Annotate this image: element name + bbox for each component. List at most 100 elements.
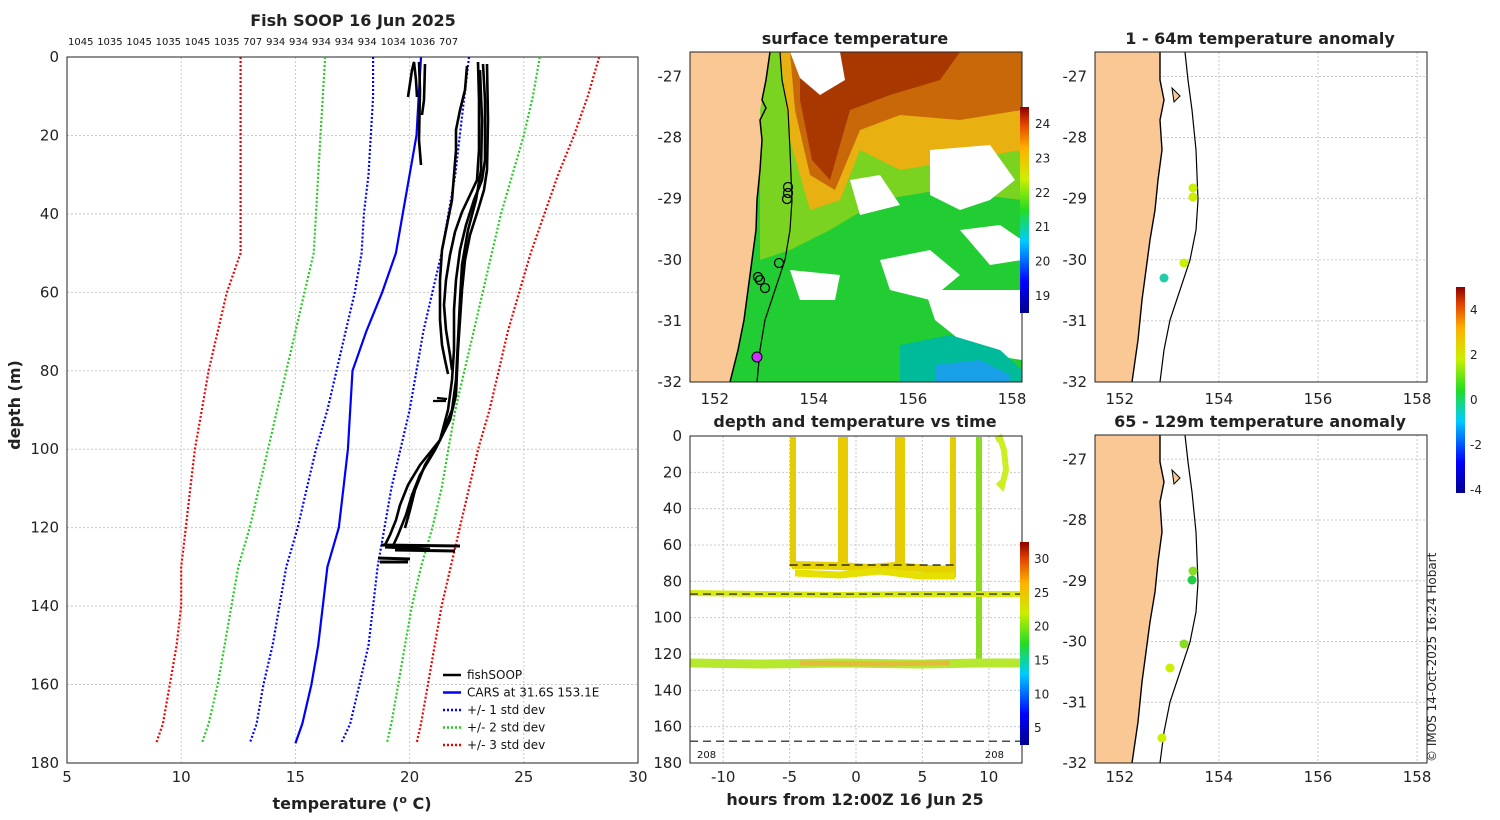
- profile-y-tick-label: 60: [40, 283, 59, 301]
- dt-x-tick-label: 5: [918, 768, 928, 786]
- dt-descent-trace: [838, 437, 848, 567]
- profile-ticks: 5 10 15 20 25 30 0 20 40 60 80 100 120 140 160 180: [30, 48, 647, 786]
- map-lon-tick-label: 156: [1304, 768, 1333, 786]
- anomaly-colorbar-ticks: 4 2 0 -2 -4: [1470, 303, 1482, 497]
- anomaly-upper-panel: 1 - 64m temperature anomaly 152 154 156 158…: [1063, 29, 1432, 408]
- map-lon-tick-label: 152: [700, 390, 729, 408]
- dt-descent-trace: [976, 437, 982, 662]
- anomaly-colorbar-tick-label: 2: [1470, 348, 1478, 362]
- colorbar-tick-label: 22: [1035, 186, 1050, 200]
- sst-shelf-line: [756, 52, 793, 382]
- sst-map: [690, 52, 1022, 382]
- sst-current-position-marker: [751, 351, 763, 363]
- sst-track-point: [752, 271, 764, 283]
- profile-top-label: 1036: [410, 37, 435, 48]
- map-lat-tick-label: -31: [1063, 693, 1088, 711]
- map-lon-tick-label: 152: [1105, 768, 1134, 786]
- dt-x-tick-label: -10: [711, 768, 736, 786]
- fishsoop-profiles: [377, 61, 490, 564]
- sst-colorbar-ticks: 19 20 21 22 23 24: [1035, 117, 1050, 303]
- sst-title: surface temperature: [762, 29, 949, 48]
- legend-label: +/- 2 std dev: [467, 721, 545, 735]
- profile-x-tick-label: 5: [62, 768, 72, 786]
- profile-x-tick-label: 10: [172, 768, 191, 786]
- map-lat-tick-label: -31: [1063, 312, 1088, 330]
- profile-top-label: 1035: [97, 37, 122, 48]
- colorbar-tick-label: 19: [1035, 289, 1050, 303]
- map-lat-tick-label: -32: [1063, 754, 1088, 772]
- anomaly-colorbar-tick-label: 0: [1470, 393, 1478, 407]
- profile-panel: Fish SOOP 16 Jun 2025 1045 1035 1045 1035 10…: [5, 11, 648, 813]
- dt-corner-label-left: 208: [697, 750, 716, 761]
- map-lon-tick-label: 158: [1403, 768, 1432, 786]
- profile-top-label: 934: [289, 37, 308, 48]
- map-lat-tick-label: -28: [1063, 511, 1088, 529]
- anomaly-lower-point: [1157, 733, 1167, 743]
- map-lon-tick-label: 158: [1403, 390, 1432, 408]
- anomaly-lower-point: [1179, 639, 1189, 649]
- map-lon-tick-label: 154: [800, 390, 829, 408]
- profile-y-tick-label: 180: [30, 754, 59, 772]
- depth-time-title: depth and temperature vs time: [713, 412, 996, 431]
- fishsoop-profile-2: [438, 65, 469, 375]
- anomaly-upper-point: [1179, 258, 1189, 268]
- std-dev-3-lo-line: [155, 57, 242, 744]
- anomaly-lower-title: 65 - 129m temperature anomaly: [1114, 412, 1406, 431]
- depth-time-panel: depth and temperature vs time 208 208 -1…: [653, 412, 1049, 809]
- profile-y-tick-label: 20: [40, 126, 59, 144]
- fishsoop-shallow-segment: [433, 396, 448, 403]
- profile-top-label: 934: [358, 37, 377, 48]
- anomaly-lower-land: [1095, 435, 1164, 763]
- sst-track-point: [754, 274, 766, 286]
- anomaly-upper-shelf-line: [1159, 52, 1199, 382]
- profile-top-label: 1034: [381, 37, 406, 48]
- dt-descent-trace: [790, 437, 796, 567]
- colorbar-tick-label: 23: [1035, 152, 1050, 166]
- copyright-footer: © IMOS 14-Oct-2025 16:24 Hobart: [1425, 552, 1439, 762]
- profile-top-label: 934: [335, 37, 354, 48]
- map-lon-tick-label: 154: [1205, 768, 1234, 786]
- depth-time-grid: [690, 436, 1022, 763]
- colorbar-tick-label: 25: [1034, 586, 1049, 600]
- sst-hot-core: [800, 52, 960, 180]
- profile-grid: [67, 57, 638, 763]
- dt-y-tick-label: 80: [663, 572, 682, 590]
- fishsoop-profile-4: [383, 63, 487, 546]
- colorbar-tick-label: 10: [1034, 687, 1049, 701]
- dt-y-tick-label: 0: [672, 427, 682, 445]
- profile-top-label: 1045: [126, 37, 151, 48]
- profile-y-tick-label: 100: [30, 440, 59, 458]
- dt-y-tick-label: 60: [663, 536, 682, 554]
- dt-y-tick-label: 40: [663, 500, 682, 518]
- profile-axes-frame: [66, 56, 639, 764]
- colorbar-tick-label: 20: [1035, 255, 1050, 269]
- anomaly-upper-ticks: 152 154 156 158 -27 -28 -29 -30 -31 -32: [1063, 67, 1432, 408]
- profile-x-tick-label: 20: [400, 768, 419, 786]
- std-dev-2-lo-line: [200, 56, 327, 744]
- dt-y-tick-label: 160: [653, 718, 682, 736]
- map-lat-tick-label: -27: [658, 67, 683, 85]
- colorbar-tick-label: 24: [1035, 117, 1050, 131]
- anomaly-upper-island: [1171, 86, 1181, 104]
- profile-x-tick-label: 25: [514, 768, 533, 786]
- profile-std-bands: [155, 56, 601, 744]
- map-lat-tick-label: -30: [1063, 251, 1088, 269]
- anomaly-upper-point: [1159, 273, 1169, 283]
- anomaly-lower-point: [1165, 663, 1175, 673]
- dt-shallow-trace: [994, 433, 1010, 492]
- profile-y-tick-label: 140: [30, 597, 59, 615]
- map-lon-tick-label: 158: [998, 390, 1027, 408]
- profile-top-label: 707: [243, 37, 262, 48]
- profile-top-labels: 1045 1035 1045 1035 1045 1035 707 934 934 934 934 9…: [68, 37, 458, 48]
- std-dev-1-hi-line: [340, 56, 471, 744]
- profile-top-label: 1045: [185, 37, 210, 48]
- profile-top-label: 1045: [68, 37, 93, 48]
- profile-y-tick-label: 0: [49, 48, 59, 66]
- fishsoop-profile-3: [442, 61, 481, 371]
- anomaly-colorbar-tick-label: -2: [1470, 438, 1482, 452]
- dt-x-tick-label: 0: [851, 768, 861, 786]
- map-lat-tick-label: -30: [658, 251, 683, 269]
- legend-label: fishSOOP: [467, 668, 522, 682]
- anomaly-colorbar-tick-label: 4: [1470, 303, 1478, 317]
